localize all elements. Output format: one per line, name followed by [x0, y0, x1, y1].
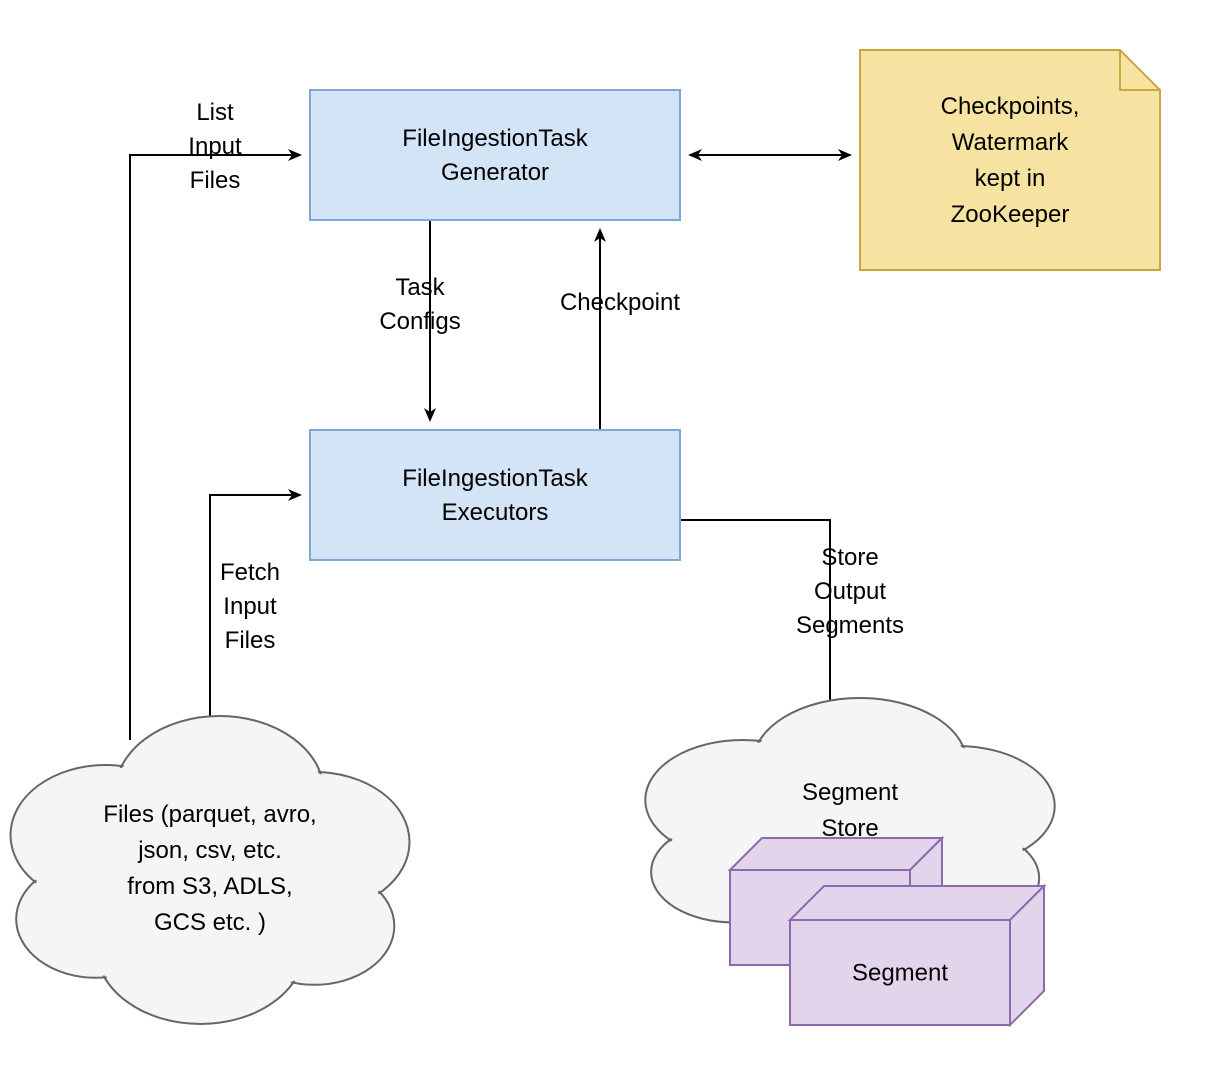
svg-text:Files: Files [225, 627, 276, 654]
svg-text:Configs: Configs [379, 308, 460, 335]
svg-text:FileIngestionTask: FileIngestionTask [402, 465, 588, 492]
executors-box: FileIngestionTask Executors [310, 430, 680, 560]
svg-text:Generator: Generator [441, 159, 549, 186]
segment-cube-front: Segment [790, 886, 1044, 1025]
svg-text:Input: Input [223, 593, 277, 620]
svg-text:List: List [196, 99, 234, 126]
svg-text:kept in: kept in [975, 165, 1046, 192]
files-cloud: Files (parquet, avro, json, csv, etc. from… [11, 716, 410, 1024]
svg-text:ZooKeeper: ZooKeeper [951, 201, 1070, 228]
zookeeper-note: Checkpoints, Watermark kept in ZooKeeper [860, 50, 1160, 270]
svg-text:Store: Store [821, 544, 878, 571]
svg-text:from S3, ADLS,: from S3, ADLS, [127, 873, 292, 900]
svg-text:Task: Task [395, 274, 445, 301]
svg-text:FileIngestionTask: FileIngestionTask [402, 125, 588, 152]
svg-text:Segments: Segments [796, 612, 904, 639]
svg-text:Segment: Segment [852, 960, 948, 987]
svg-text:json, csv, etc.: json, csv, etc. [137, 837, 282, 864]
svg-text:Segment: Segment [802, 779, 898, 806]
svg-text:Checkpoint: Checkpoint [560, 289, 680, 316]
svg-text:Watermark: Watermark [952, 129, 1069, 156]
svg-text:Output: Output [814, 578, 886, 605]
svg-text:Input: Input [188, 133, 242, 160]
svg-text:Checkpoints,: Checkpoints, [941, 93, 1080, 120]
svg-text:Fetch: Fetch [220, 559, 280, 586]
svg-text:Executors: Executors [442, 499, 549, 526]
diagram-canvas: List Input Files Task Configs Checkpoint Fetch… [0, 0, 1214, 1074]
generator-box: FileIngestionTask Generator [310, 90, 680, 220]
svg-text:Files: Files [190, 167, 241, 194]
svg-text:GCS etc. ): GCS etc. ) [154, 909, 266, 936]
svg-text:Files (parquet, avro,: Files (parquet, avro, [103, 801, 316, 828]
